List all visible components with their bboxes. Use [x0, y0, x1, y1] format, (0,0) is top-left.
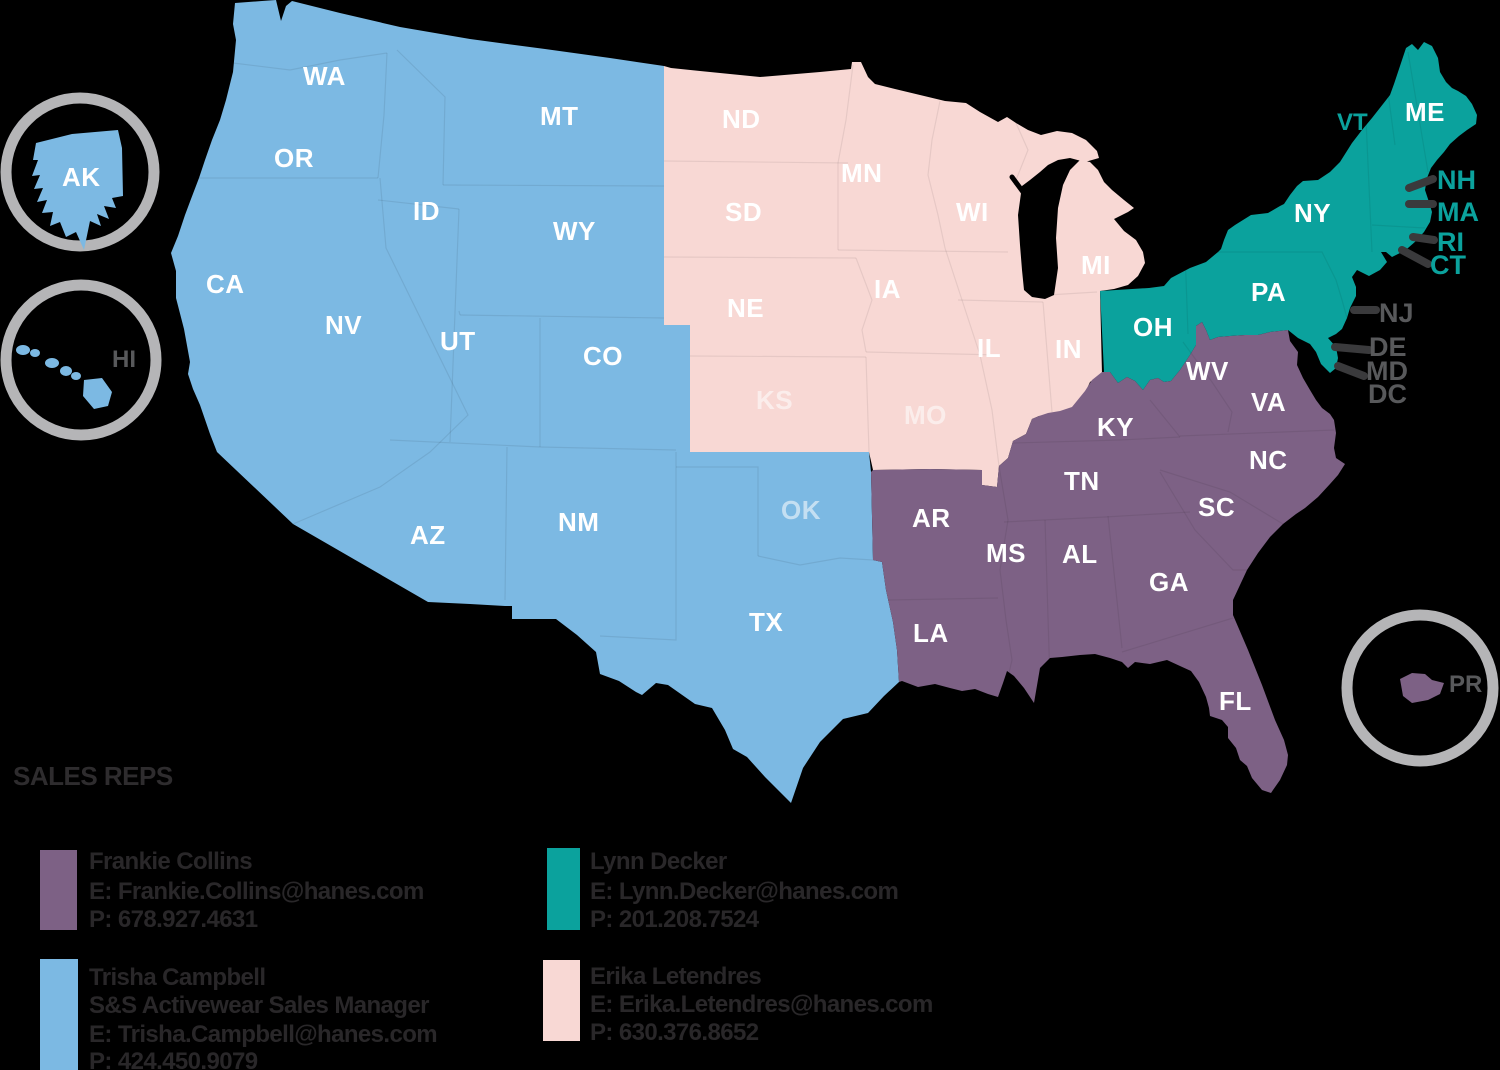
svg-text:NM: NM: [558, 507, 599, 537]
svg-text:E: Erika.Letendres@hanes.com: E: Erika.Letendres@hanes.com: [590, 991, 933, 1018]
svg-text:MS: MS: [986, 538, 1026, 568]
svg-text:Erika Letendres: Erika Letendres: [590, 963, 761, 990]
svg-text:S&S Activewear Sales Manager: S&S Activewear Sales Manager: [89, 992, 429, 1019]
svg-text:NY: NY: [1294, 198, 1331, 228]
svg-text:KY: KY: [1097, 412, 1134, 442]
svg-text:SD: SD: [725, 197, 762, 227]
svg-text:TN: TN: [1064, 466, 1100, 496]
svg-text:AK: AK: [62, 162, 101, 192]
svg-text:LA: LA: [913, 618, 949, 648]
svg-text:P: 678.927.4631: P: 678.927.4631: [89, 906, 258, 933]
svg-text:MT: MT: [540, 101, 579, 131]
svg-text:TX: TX: [749, 607, 783, 637]
svg-text:WY: WY: [553, 216, 596, 246]
svg-text:VA: VA: [1251, 387, 1286, 417]
svg-text:FL: FL: [1219, 686, 1252, 716]
svg-text:VT: VT: [1337, 109, 1368, 136]
svg-text:RI: RI: [1437, 227, 1464, 257]
svg-text:IA: IA: [874, 274, 901, 304]
svg-text:WA: WA: [303, 61, 346, 91]
svg-text:NC: NC: [1249, 445, 1288, 475]
svg-text:MN: MN: [841, 158, 882, 188]
svg-text:P: 424.450.9079: P: 424.450.9079: [89, 1048, 258, 1070]
svg-text:PR: PR: [1449, 671, 1482, 698]
svg-text:UT: UT: [440, 326, 476, 356]
svg-text:MO: MO: [904, 400, 947, 430]
svg-text:SALES REPS: SALES REPS: [13, 761, 173, 791]
svg-text:ID: ID: [413, 196, 440, 226]
svg-text:OR: OR: [274, 143, 314, 173]
svg-text:NE: NE: [727, 293, 764, 323]
svg-text:NV: NV: [325, 310, 362, 340]
svg-text:Trisha Campbell: Trisha Campbell: [89, 964, 265, 991]
svg-text:SC: SC: [1198, 492, 1235, 522]
svg-text:AL: AL: [1062, 539, 1098, 569]
svg-text:P: 201.208.7524: P: 201.208.7524: [590, 906, 760, 933]
svg-text:ND: ND: [722, 104, 761, 134]
svg-text:E: Trisha.Campbell@hanes.com: E: Trisha.Campbell@hanes.com: [89, 1021, 437, 1048]
svg-text:WI: WI: [956, 197, 989, 227]
svg-text:ME: ME: [1405, 97, 1445, 127]
svg-text:DC: DC: [1368, 379, 1407, 409]
svg-text:AZ: AZ: [410, 520, 446, 550]
svg-text:OH: OH: [1133, 312, 1173, 342]
svg-text:CT: CT: [1430, 250, 1466, 280]
svg-text:OK: OK: [781, 495, 821, 525]
svg-text:WV: WV: [1186, 356, 1229, 386]
svg-text:Lynn Decker: Lynn Decker: [590, 848, 727, 875]
svg-text:CO: CO: [583, 341, 623, 371]
svg-text:MA: MA: [1437, 197, 1479, 227]
svg-text:GA: GA: [1149, 567, 1189, 597]
svg-text:E: Frankie.Collins@hanes.com: E: Frankie.Collins@hanes.com: [89, 878, 424, 905]
svg-text:P: 630.376.8652: P: 630.376.8652: [590, 1019, 759, 1046]
svg-text:Frankie Collins: Frankie Collins: [89, 848, 252, 875]
svg-text:AR: AR: [912, 503, 951, 533]
svg-text:NH: NH: [1437, 165, 1476, 195]
svg-text:MI: MI: [1081, 250, 1111, 280]
svg-text:KS: KS: [756, 385, 793, 415]
svg-text:E: Lynn.Decker@hanes.com: E: Lynn.Decker@hanes.com: [590, 878, 898, 905]
svg-text:DE: DE: [1369, 332, 1407, 362]
svg-text:PA: PA: [1251, 277, 1286, 307]
svg-text:CA: CA: [206, 269, 245, 299]
svg-text:HI: HI: [112, 346, 136, 373]
svg-text:IL: IL: [977, 333, 1001, 363]
svg-text:IN: IN: [1055, 334, 1082, 364]
svg-text:MD: MD: [1366, 356, 1408, 386]
svg-text:NJ: NJ: [1379, 298, 1414, 328]
